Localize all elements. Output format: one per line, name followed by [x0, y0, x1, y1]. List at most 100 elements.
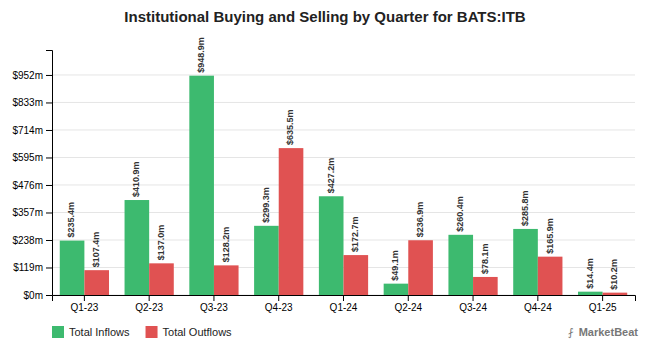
bars — [60, 76, 627, 295]
x-tick: Q4-23 — [265, 295, 293, 313]
data-label: $10.2m — [609, 259, 619, 290]
legend-item: Total Inflows — [52, 326, 130, 338]
bar — [473, 277, 498, 295]
x-tick-mark — [84, 295, 85, 301]
bar — [125, 200, 150, 295]
y-tick-label: $238m — [12, 235, 43, 246]
y-tick-mark — [46, 75, 52, 76]
legend: Total Inflows Total Outflows — [52, 326, 232, 338]
bar — [84, 270, 109, 295]
x-tick-label: Q2-24 — [394, 302, 422, 313]
bar — [578, 292, 603, 295]
grid-line — [52, 157, 635, 158]
bar — [344, 255, 369, 295]
data-label: $948.9m — [196, 37, 206, 73]
x-tick-label: Q1-24 — [330, 302, 358, 313]
y-tick-mark — [46, 157, 52, 158]
grid-line — [52, 102, 635, 103]
y-tick: $714m — [12, 125, 52, 136]
y-tick-mark — [46, 212, 52, 213]
x-tick: Q2-23 — [135, 295, 163, 313]
bar-series — [60, 76, 603, 295]
data-labels: $235.4m$410.9m$948.9m$299.3m$427.2m$49.1… — [66, 37, 619, 289]
bar — [603, 293, 628, 295]
data-label: $137.0m — [156, 225, 166, 261]
data-label: $635.5m — [285, 110, 295, 146]
x-tick: Q2-24 — [394, 295, 422, 313]
y-tick: $0m — [24, 290, 52, 301]
grid — [52, 75, 635, 295]
x-axis-line — [53, 296, 636, 302]
y-tick-label: $714m — [12, 125, 43, 136]
x-tick-mark — [473, 295, 474, 301]
data-label: $285.8m — [520, 190, 530, 226]
y-tick: $952m — [12, 70, 52, 81]
data-label: $427.2m — [326, 158, 336, 194]
y-tick-label: $833m — [12, 97, 43, 108]
data-label: $165.9m — [545, 218, 555, 254]
legend-label: Total Outflows — [163, 326, 233, 338]
x-tick-mark — [343, 295, 344, 301]
x-tick: Q1-24 — [330, 295, 358, 313]
legend-swatch — [52, 326, 64, 338]
y-tick-label: $952m — [12, 70, 43, 81]
x-tick-mark — [278, 295, 279, 301]
bar — [408, 240, 433, 295]
grid-line — [52, 129, 635, 130]
bar — [279, 148, 304, 295]
bar — [189, 76, 214, 295]
y-tick: $119m — [13, 262, 52, 273]
data-label: $107.4m — [91, 232, 101, 268]
legend-item: Total Outflows — [146, 326, 233, 338]
y-tick: $833m — [12, 97, 52, 108]
x-tick: Q3-24 — [459, 295, 487, 313]
data-label: $410.9m — [131, 161, 141, 197]
data-label: $128.2m — [221, 227, 231, 263]
x-tick-mark — [602, 295, 603, 301]
x-tick-label: Q2-23 — [135, 302, 163, 313]
y-tick: $238m — [12, 235, 52, 246]
x-tick-mark — [537, 295, 538, 301]
bar — [319, 196, 344, 295]
grid-line — [52, 74, 635, 75]
x-tick-label: Q1-23 — [70, 302, 98, 313]
x-tick: Q1-23 — [70, 295, 98, 313]
y-tick-label: $0m — [24, 290, 43, 301]
x-tick: Q1-25 — [589, 295, 617, 313]
bar — [254, 226, 279, 295]
y-tick-label: $357m — [12, 207, 43, 218]
data-label: $172.7m — [350, 217, 360, 253]
annotations: MarketBeat ⨏ — [568, 326, 638, 339]
y-axis: $0m $119m $238m $357m $476m $595m $714m $833m $9… — [12, 51, 52, 301]
y-tick: $595m — [12, 152, 52, 163]
y-tick-mark — [46, 130, 52, 131]
x-axis: Q1-23Q2-23Q3-23Q4-23Q1-24Q2-24Q3-24Q4-24… — [53, 295, 636, 313]
annotation: ⨏ — [568, 326, 574, 339]
y-tick-mark — [46, 267, 52, 268]
x-tick-label: Q1-25 — [589, 302, 617, 313]
x-tick: Q3-23 — [200, 295, 228, 313]
data-label: $236.9m — [415, 202, 425, 238]
legend-label: Total Inflows — [69, 326, 130, 338]
y-tick-mark — [46, 240, 52, 241]
title: Institutional Buying and Selling by Quar… — [124, 8, 526, 25]
x-tick-mark — [408, 295, 409, 301]
x-tick-mark — [213, 295, 214, 301]
y-tick-label: $476m — [12, 180, 43, 191]
bar — [149, 263, 174, 295]
y-tick-mark — [46, 102, 52, 103]
y-tick: $357m — [12, 207, 52, 218]
y-axis-line — [46, 51, 53, 296]
bar — [448, 235, 473, 295]
annotation: MarketBeat — [579, 326, 639, 338]
data-label: $49.1m — [390, 250, 400, 281]
bar — [60, 241, 85, 295]
chart-container: $0m $119m $238m $357m $476m $595m $714m $833m $9… — [0, 0, 650, 350]
bar — [384, 284, 409, 295]
bar — [538, 257, 563, 295]
data-label: $299.3m — [261, 187, 271, 223]
bar — [214, 265, 239, 295]
bar-series — [84, 148, 627, 295]
y-tick-label: $595m — [12, 152, 43, 163]
data-label: $14.4m — [585, 258, 595, 289]
